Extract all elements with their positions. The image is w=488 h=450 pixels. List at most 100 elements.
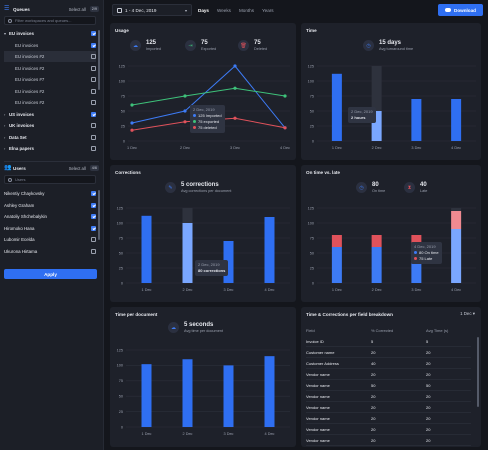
- queue-checkbox[interactable]: [91, 65, 96, 71]
- user-checkbox[interactable]: [91, 237, 96, 242]
- timeperdoc-bar-chart: 0 25 50 75 100 125 1 Dec 2 Dec 3 Dec 4 Dec: [117, 348, 290, 436]
- tab-days[interactable]: Days: [198, 7, 209, 13]
- table-cell: Vendor name: [306, 371, 330, 377]
- queue-checkbox[interactable]: [91, 111, 96, 117]
- table-cell: 20: [426, 349, 431, 355]
- bar: [371, 111, 382, 141]
- x-tick-label: 4 Dec: [280, 146, 290, 150]
- queue-item[interactable]: EU invoices #7: [4, 74, 96, 85]
- table-row[interactable]: Vendor name 20 20: [306, 435, 471, 446]
- user-item[interactable]: Anatoliy Shchebalykin: [4, 211, 96, 222]
- series-line-exported: [131, 87, 286, 106]
- user-checkbox[interactable]: [91, 225, 96, 231]
- user-item[interactable]: Nikentiy Chaykovsky: [4, 188, 96, 199]
- tab-weeks[interactable]: Weeks: [216, 7, 231, 13]
- queue-scrollbar[interactable]: [98, 30, 100, 90]
- table-cell: 50: [426, 382, 431, 388]
- column-header[interactable]: Avg Time (s): [426, 328, 449, 333]
- queue-checkbox[interactable]: [91, 134, 96, 140]
- table-row[interactable]: Vendor name 20 20: [306, 402, 471, 413]
- queue-item[interactable]: › US invoices: [4, 109, 96, 120]
- breakdown-date-dropdown[interactable]: 1 Dec ▾: [460, 311, 475, 317]
- column-header[interactable]: % Corrected: [371, 328, 394, 333]
- queue-checkbox[interactable]: [91, 123, 96, 128]
- x-tick-label: 4 Dec: [265, 288, 275, 292]
- x-tick-label: 1 Dec: [142, 432, 152, 436]
- imported-label: Imported: [146, 47, 161, 51]
- queue-item[interactable]: › UK invoices: [4, 120, 96, 131]
- legend-dot: [193, 120, 196, 123]
- table-cell: 20: [371, 393, 376, 399]
- user-checkbox[interactable]: [91, 214, 96, 219]
- exported-label: Exported: [201, 47, 217, 51]
- queue-checkbox[interactable]: [91, 100, 96, 105]
- usage-tooltip-deleted: 75 deleted: [198, 125, 217, 130]
- queue-item[interactable]: EU invoices #2: [4, 86, 96, 97]
- user-checkbox[interactable]: [91, 202, 96, 208]
- queue-checkbox[interactable]: [91, 88, 96, 94]
- table-cell: Vendor name: [306, 393, 330, 399]
- breakdown-card: Time & Corrections per field breakdown 1…: [301, 307, 481, 447]
- queue-item[interactable]: › Elna papers: [4, 143, 96, 154]
- table-row[interactable]: Vendor name 20 20: [306, 413, 471, 424]
- breakdown-table-header: Field % Corrected Avg Time (s): [306, 328, 471, 333]
- table-row[interactable]: Customer Address 40 20: [306, 358, 471, 369]
- users-select-all[interactable]: Select all: [68, 165, 86, 171]
- queue-item[interactable]: EU invoices: [4, 40, 96, 51]
- x-tick-label: 3 Dec: [411, 146, 421, 150]
- queue-icon: ☰: [4, 6, 10, 12]
- bar: [223, 365, 234, 427]
- apply-button[interactable]: Apply: [4, 269, 97, 279]
- table-row[interactable]: Invoice ID 5 5: [306, 336, 471, 347]
- user-item[interactable]: Ashley Graham: [4, 200, 96, 211]
- user-checkbox[interactable]: [91, 191, 96, 196]
- table-row[interactable]: Vendor name 50 50: [306, 380, 471, 391]
- x-tick-label: 4 Dec: [451, 146, 461, 150]
- queues-search-placeholder: Filter workspaces and queues...: [15, 18, 72, 23]
- table-row[interactable]: Vendor name 20 20: [306, 391, 471, 402]
- usage-stat-exported: ⇥ 75 Exported: [185, 40, 216, 51]
- users-scrollbar[interactable]: [98, 190, 100, 240]
- table-row[interactable]: Customer name 20 20: [306, 347, 471, 358]
- y-tick-label: 25: [121, 124, 125, 128]
- tab-months[interactable]: Months: [238, 7, 255, 13]
- table-row[interactable]: Vendor name 20 20: [306, 424, 471, 435]
- date-range-picker[interactable]: 1 - 4 Dec, 2019 ▾: [112, 4, 192, 16]
- legend-dot: [193, 114, 196, 117]
- queue-item[interactable]: EU invoices #2: [4, 51, 96, 62]
- queue-checkbox[interactable]: [91, 77, 96, 82]
- ontime-tooltip-ontime: 80 On time: [419, 250, 439, 255]
- users-search-input[interactable]: Users: [4, 175, 96, 184]
- queue-item[interactable]: EU invoices #2: [4, 97, 96, 108]
- chevron-down-icon: ▾: [184, 7, 187, 13]
- queues-search-input[interactable]: Filter workspaces and queues...: [4, 16, 96, 25]
- tab-years[interactable]: Years: [262, 7, 274, 13]
- download-button[interactable]: Download: [438, 4, 483, 16]
- queue-checkbox[interactable]: [91, 42, 96, 48]
- user-item[interactable]: Hiromoko Hana: [4, 223, 96, 234]
- bar-segment-on-time: [451, 229, 462, 283]
- data-point: [233, 116, 237, 120]
- data-point: [283, 94, 287, 98]
- user-item[interactable]: Lubomir Ecelda: [4, 234, 96, 245]
- x-tick-label: 2 Dec: [180, 146, 190, 150]
- queue-checkbox[interactable]: [91, 31, 96, 36]
- time-label: Avg turnaround time: [379, 47, 414, 51]
- y-tick-label: 75: [121, 94, 125, 98]
- queues-select-all[interactable]: Select all: [68, 6, 86, 12]
- queue-item[interactable]: › Data Set: [4, 132, 96, 143]
- clock-icon: ◷: [356, 182, 367, 193]
- y-tick-label: 100: [119, 79, 125, 83]
- queue-checkbox[interactable]: [91, 146, 96, 151]
- period-tabs: Days Weeks Months Years: [198, 4, 282, 16]
- table-cell: 40: [371, 360, 376, 366]
- queue-checkbox[interactable]: [91, 54, 96, 59]
- queue-item[interactable]: ▾ EU invoices: [4, 28, 96, 39]
- user-item[interactable]: Ukurona Hirtama: [4, 246, 96, 257]
- column-header[interactable]: Field: [306, 328, 315, 333]
- table-row[interactable]: Vendor name 20 20: [306, 369, 471, 380]
- table-scrollbar[interactable]: [477, 337, 479, 407]
- user-checkbox[interactable]: [91, 248, 96, 254]
- bar-segment-on-time: [371, 247, 382, 283]
- queue-item[interactable]: EU invoices #2: [4, 63, 96, 74]
